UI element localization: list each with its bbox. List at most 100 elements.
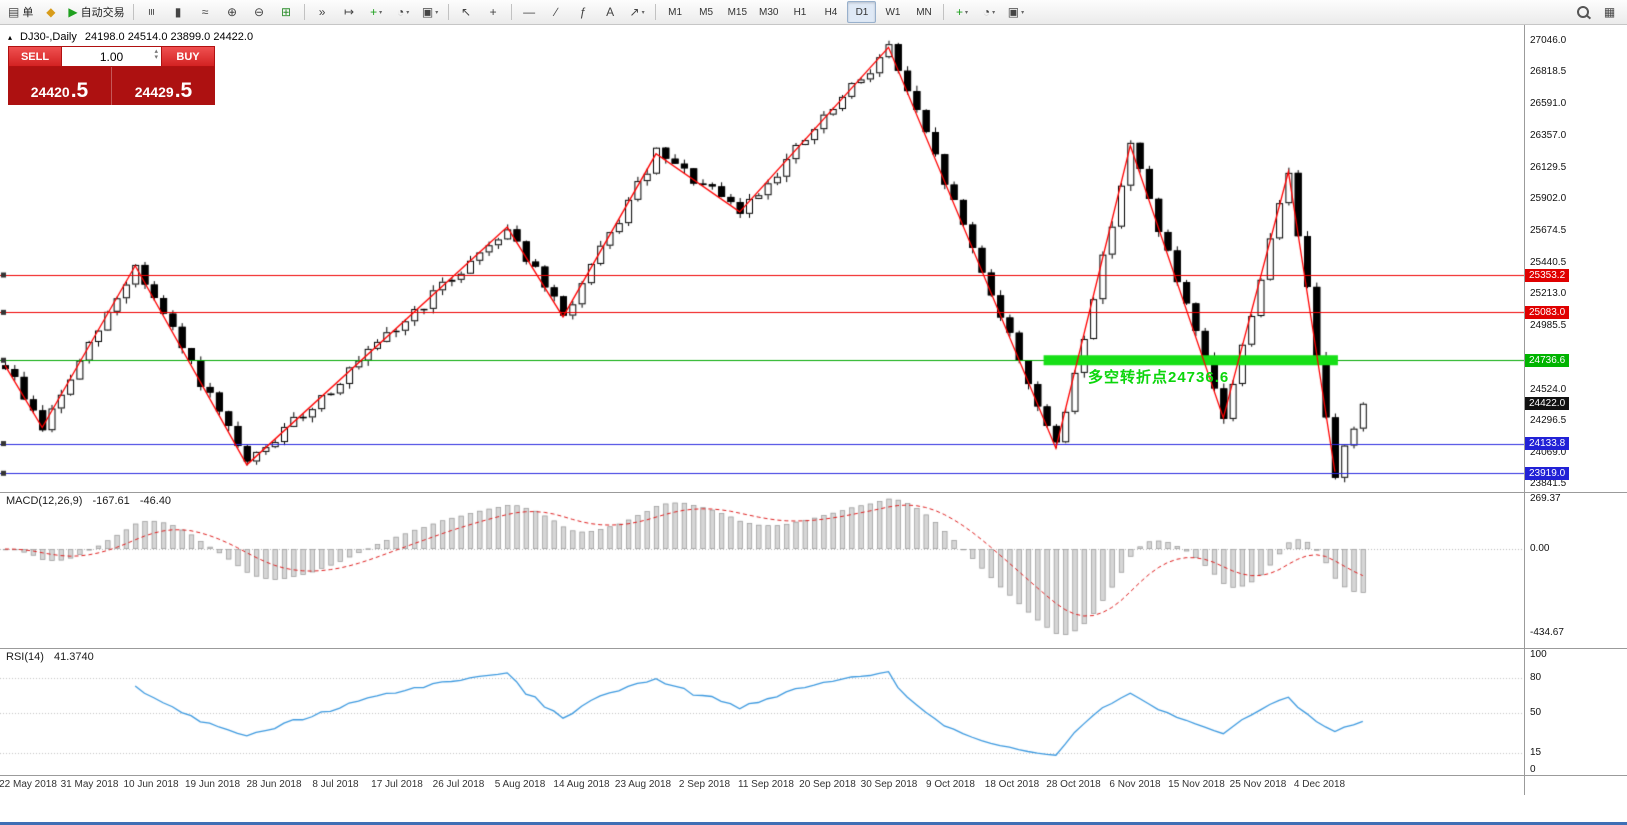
timeframe-m5-label: M5 [699, 6, 714, 18]
time-axis-label: 14 Aug 2018 [553, 779, 610, 790]
new-order-button[interactable]: ▤ 单 [5, 1, 36, 23]
spin-up-icon[interactable]: ▴ [154, 48, 158, 55]
time-axis-label: 9 Oct 2018 [926, 779, 975, 790]
text-tool-icon: A [606, 5, 615, 19]
price-axis-label: 23841.5 [1530, 477, 1567, 489]
toolbar-separator [447, 4, 449, 20]
indicators-button[interactable]: + ▾ [949, 1, 974, 23]
tile-windows-button[interactable]: ⊞ [274, 1, 299, 23]
time-axis-label: 26 Jul 2018 [432, 779, 485, 790]
toolbar-separator [132, 4, 134, 20]
timeframe-m30-button[interactable]: M30 [754, 1, 783, 23]
rsi-indicator-label: RSI(14) 41.3740 [6, 651, 101, 663]
crosshair-button[interactable]: + [481, 1, 506, 23]
price-axis-label: 24296.5 [1530, 415, 1567, 427]
crosshair-icon: + [489, 5, 497, 19]
zoom-out-button[interactable]: ⊖ [247, 1, 272, 23]
price-axis-label: 26357.0 [1530, 130, 1567, 142]
timeframe-m5-button[interactable]: M5 [692, 1, 721, 23]
capture-button[interactable]: ▣ ▾ [418, 1, 443, 23]
time-axis-label: 4 Dec 2018 [1293, 779, 1346, 790]
buy-price[interactable]: 24429 .5 [112, 67, 215, 105]
sell-price[interactable]: 24420 .5 [8, 67, 112, 105]
one-click-trade-panel: SELL 1.00 ▴ ▾ BUY 24420 .5 24429 .5 [8, 46, 215, 105]
search-button[interactable] [1570, 1, 1595, 23]
auto-scroll-button[interactable]: » [310, 1, 335, 23]
profiles-button[interactable]: ◔ ▾ [391, 1, 416, 23]
support-badge-2: 23919.0 [1525, 466, 1570, 480]
symbol-title: DJ30-,Daily [20, 31, 77, 43]
candlestick-chart-icon: ▮ [174, 5, 182, 19]
toolbar-separator [654, 4, 656, 20]
dropdown-caret-icon: ▾ [379, 9, 383, 16]
chart-shift-button[interactable]: ↦ [337, 1, 362, 23]
symbol-ohlc-label: ▴ DJ30-,Daily 24198.0 24514.0 23899.0 24… [8, 31, 253, 43]
time-axis-label: 23 Aug 2018 [614, 779, 672, 790]
new-chart-button[interactable]: + ▾ [364, 1, 389, 23]
horizontal-line-button[interactable]: — [517, 1, 542, 23]
cursor-button[interactable]: ↖ [454, 1, 479, 23]
volume-input[interactable]: 1.00 ▴ ▾ [62, 46, 161, 67]
pane-separator [0, 775, 1627, 776]
turning-point-annotation[interactable]: 多空转折点24736.6 [1088, 369, 1230, 386]
templates-icon: ▣ [1007, 5, 1020, 19]
timeframe-m1-button[interactable]: M1 [661, 1, 690, 23]
community-button[interactable]: ◆ [38, 1, 63, 23]
timeframe-h4-button[interactable]: H4 [816, 1, 845, 23]
rsi-axis-label: 50 [1530, 706, 1542, 718]
sell-price-pip: .5 [70, 79, 89, 103]
pane-separator[interactable] [0, 648, 1627, 649]
candlestick-chart-button[interactable]: ▮ [166, 1, 191, 23]
time-axis-label: 5 Aug 2018 [494, 779, 546, 790]
time-axis-label: 15 Nov 2018 [1168, 779, 1225, 790]
zoom-in-button[interactable]: ⊕ [220, 1, 245, 23]
timeframe-m30-label: M30 [759, 6, 779, 18]
time-axis-label: 28 Jun 2018 [246, 779, 302, 790]
window-bottom-border [0, 822, 1627, 825]
pane-separator[interactable] [0, 492, 1627, 493]
line-chart-button[interactable]: ≈ [193, 1, 218, 23]
templates-button[interactable]: ▣ ▾ [1003, 1, 1028, 23]
time-axis-label: 28 Oct 2018 [1046, 779, 1101, 790]
autotrading-label: 自动交易 [80, 7, 125, 19]
text-tool-button[interactable]: A [598, 1, 623, 23]
timeframe-h1-button[interactable]: H1 [785, 1, 814, 23]
spin-down-icon[interactable]: ▾ [154, 53, 158, 61]
macd-value-main: -167.61 [92, 495, 130, 507]
volume-value: 1.00 [99, 49, 124, 64]
dropdown-caret-icon: ▾ [641, 9, 645, 16]
timeframe-w1-button[interactable]: W1 [878, 1, 907, 23]
time-axis-label: 30 Sep 2018 [860, 779, 918, 790]
buy-button[interactable]: BUY [161, 46, 215, 67]
price-axis-label: 25213.0 [1530, 288, 1567, 300]
periods-button[interactable]: ◔ ▾ [976, 1, 1001, 23]
chart-shift-icon: ↦ [344, 5, 355, 19]
autotrading-button[interactable]: ▶ 自动交易 [65, 1, 127, 23]
resistance-badge-1: 25353.2 [1525, 268, 1570, 282]
time-axis-label: 31 May 2018 [60, 779, 119, 790]
trendline-button[interactable]: ∕ [544, 1, 569, 23]
bar-chart-icon: ≡ [144, 8, 159, 16]
periods-icon: ◔ [982, 5, 991, 19]
timeframe-m1-label: M1 [668, 6, 683, 18]
timeframe-mn-button[interactable]: MN [909, 1, 938, 23]
time-axis-label: 18 Oct 2018 [984, 779, 1040, 790]
price-axis-label: 24069.0 [1530, 446, 1567, 458]
macd-indicator-label: MACD(12,26,9) -167.61 -46.40 [6, 495, 178, 507]
volume-spinner[interactable]: ▴ ▾ [154, 48, 158, 61]
shapes-button[interactable]: ↗ ▾ [625, 1, 650, 23]
time-axis-label: 11 Sep 2018 [738, 779, 794, 790]
community-icon: ◆ [46, 5, 56, 19]
panels-button[interactable]: ▦ [1597, 1, 1622, 23]
bar-chart-button[interactable]: ≡ [139, 1, 164, 23]
sell-button[interactable]: SELL [8, 46, 62, 67]
new-order-label: 单 [22, 7, 34, 19]
fibonacci-button[interactable]: ƒ [571, 1, 596, 23]
timeframe-m15-button[interactable]: M15 [723, 1, 752, 23]
time-axis-label: 22 May 2018 [0, 779, 57, 790]
tile-windows-icon: ⊞ [281, 5, 292, 19]
timeframe-d1-button[interactable]: D1 [847, 1, 877, 23]
time-axis-label: 10 Jun 2018 [123, 779, 179, 790]
timeframe-mn-label: MN [916, 6, 932, 18]
price-chart[interactable] [0, 25, 1524, 795]
